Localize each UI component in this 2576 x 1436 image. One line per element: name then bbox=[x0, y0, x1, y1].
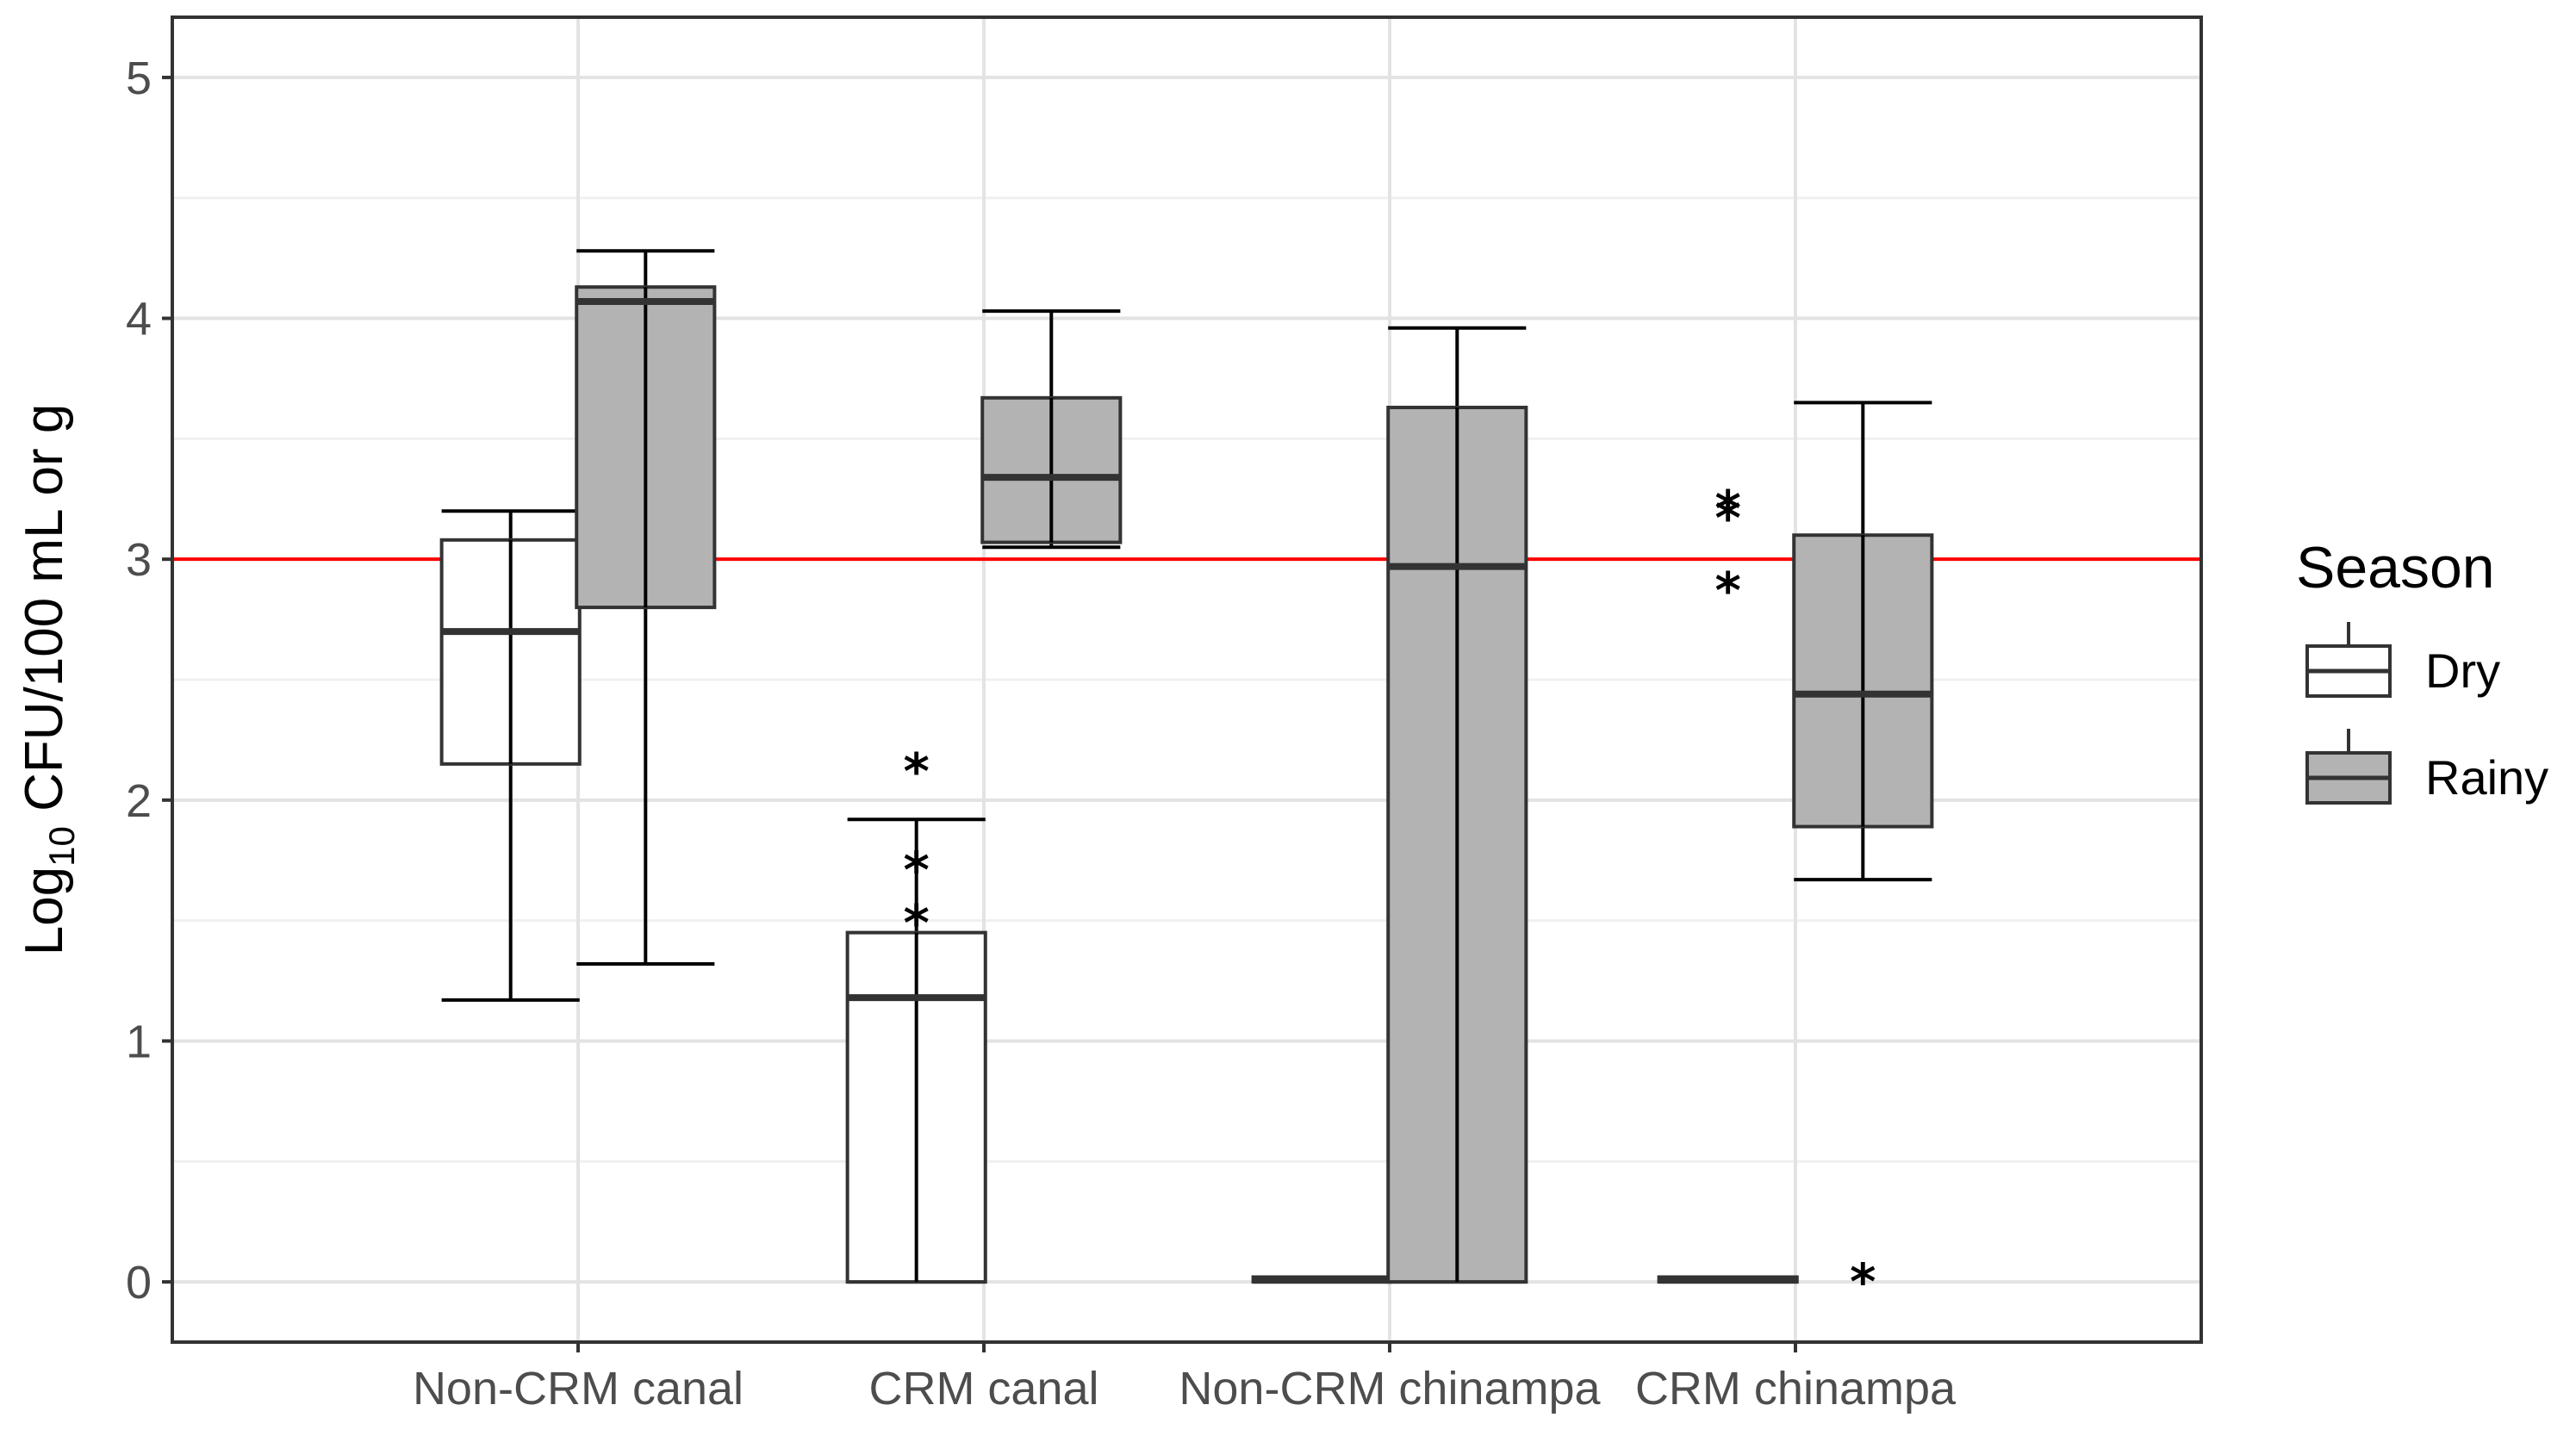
panel-border bbox=[171, 16, 2203, 1344]
y-tick-label: 4 bbox=[126, 294, 152, 345]
y-axis-title: Log10 CFU/100 mL or g bbox=[15, 404, 82, 956]
box-rainy-2 bbox=[1386, 326, 1528, 1284]
legend-entry-rainy: Rainy bbox=[2305, 729, 2548, 805]
y-tick-label: 5 bbox=[126, 53, 152, 104]
box-dry-2 bbox=[1251, 1275, 1393, 1284]
x-tick-label: Non-CRM chinampa bbox=[1179, 1363, 1601, 1414]
x-tick-label: Non-CRM canal bbox=[413, 1363, 744, 1414]
legend-label: Dry bbox=[2425, 643, 2500, 698]
x-tick-label: CRM chinampa bbox=[1635, 1363, 1957, 1414]
y-tick-label: 1 bbox=[126, 1016, 152, 1067]
legend: Season Dry Rainy bbox=[2296, 535, 2548, 805]
box-rainy-3: * bbox=[1792, 401, 1934, 1311]
box-layer: ******* bbox=[439, 249, 1934, 1311]
legend-title: Season bbox=[2296, 535, 2495, 600]
y-axis-title-suffix: CFU/100 mL or g bbox=[15, 404, 74, 826]
axis-layer: 0 1 2 3 4 5 Non-CRM canal CRM canal Non-CRM chin… bbox=[126, 53, 1957, 1414]
x-tick-label: CRM canal bbox=[868, 1363, 1098, 1414]
y-axis-title-prefix: Log bbox=[15, 867, 74, 955]
box-rainy-0 bbox=[575, 249, 717, 966]
box-rainy-1 bbox=[980, 309, 1123, 550]
outlier-point: * bbox=[904, 893, 930, 952]
outlier-point: * bbox=[1715, 562, 1741, 620]
box-dry-3: *** bbox=[1657, 479, 1799, 1284]
outlier-point: * bbox=[904, 841, 930, 899]
legend-entry-dry: Dry bbox=[2305, 622, 2500, 698]
outlier-point: * bbox=[1715, 479, 1741, 538]
box-dry-1: *** bbox=[845, 742, 987, 1284]
y-tick-label: 0 bbox=[126, 1257, 152, 1309]
outlier-point: * bbox=[1850, 1253, 1876, 1311]
y-axis-title-subscript: 10 bbox=[41, 826, 82, 867]
y-tick-label: 2 bbox=[126, 775, 152, 827]
outlier-point: * bbox=[904, 742, 930, 800]
box-dry-0 bbox=[439, 509, 582, 1002]
y-tick-label: 3 bbox=[126, 534, 152, 586]
outlier-point: * bbox=[1715, 489, 1741, 548]
legend-label: Rainy bbox=[2425, 750, 2548, 805]
